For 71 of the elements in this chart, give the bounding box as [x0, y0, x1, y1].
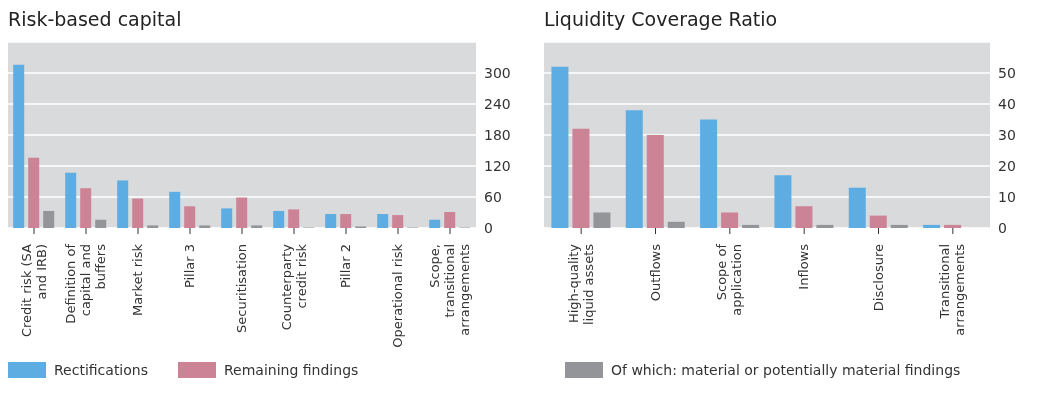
bar [273, 210, 285, 228]
y-tick-label: 0 [998, 219, 1007, 236]
bar [340, 214, 352, 228]
bar [551, 66, 569, 228]
bar [132, 198, 144, 228]
x-tick-label: Scope of application [714, 243, 745, 316]
bar [221, 208, 233, 228]
x-tick-label: Credit risk (SA and IRB) [18, 243, 49, 338]
bar [184, 206, 196, 228]
bar [199, 225, 211, 228]
bar [646, 135, 664, 228]
bar [13, 64, 25, 228]
bar [816, 224, 834, 228]
x-tick-label: Scope, transitional arrangements [427, 243, 472, 336]
bar [774, 175, 792, 228]
bar [572, 128, 590, 228]
x-tick-label: Transitional arrangements [937, 243, 968, 336]
bar [944, 224, 962, 228]
x-tick-label: Outflows [647, 243, 663, 302]
x-tick-label: Disclosure [870, 244, 886, 312]
y-tick-label: 60 [484, 188, 502, 205]
y-tick-label: 50 [998, 64, 1016, 81]
bar [923, 224, 941, 228]
bar [700, 119, 718, 228]
bar [444, 211, 456, 228]
chart-title: Risk-based capital [8, 8, 183, 32]
bar [80, 188, 92, 228]
y-tick-label: 240 [484, 95, 511, 112]
bar [795, 206, 813, 228]
legend-label: Remaining findings [224, 362, 359, 378]
bar [288, 209, 300, 228]
legend-label: Of which: material or potentially material findings [611, 362, 961, 378]
bar [429, 219, 441, 228]
bar [869, 215, 887, 228]
bar [667, 221, 685, 228]
bar [117, 180, 129, 228]
bar [43, 210, 55, 228]
y-tick-label: 20 [998, 157, 1016, 174]
bar [392, 215, 404, 228]
bar [28, 157, 40, 228]
y-tick-label: 10 [998, 188, 1016, 205]
bar [147, 225, 159, 228]
x-tick-label: Inflows [796, 243, 812, 290]
y-tick-label: 30 [998, 126, 1016, 143]
y-tick-label: 180 [484, 126, 511, 143]
bar [251, 225, 263, 228]
x-tick-label: Pillar 2 [338, 244, 353, 289]
bar [65, 172, 77, 228]
bar [95, 219, 107, 228]
y-tick-label: 300 [484, 64, 511, 81]
bar [742, 224, 760, 228]
x-tick-label: Market risk [130, 243, 145, 317]
x-tick-label: Counterparty credit risk [278, 243, 309, 331]
bar [377, 214, 389, 228]
bar [325, 214, 337, 228]
y-tick-label: 120 [484, 157, 511, 174]
bar [593, 212, 611, 228]
legend-label: Rectifications [54, 362, 148, 378]
bar [236, 197, 248, 228]
y-tick-label: 0 [484, 219, 493, 236]
bar [721, 212, 739, 228]
bar [848, 187, 866, 228]
x-tick-label: Operational risk [390, 243, 405, 348]
x-tick-label: Pillar 3 [182, 244, 197, 289]
bar [890, 224, 908, 228]
chart-title: Liquidity Coverage Ratio [544, 8, 779, 32]
x-tick-label: Securitisation [234, 244, 249, 333]
bar [169, 191, 181, 228]
x-tick-label: High-quality liquid assets [565, 243, 596, 326]
y-tick-label: 40 [998, 95, 1016, 112]
bar [625, 110, 643, 228]
